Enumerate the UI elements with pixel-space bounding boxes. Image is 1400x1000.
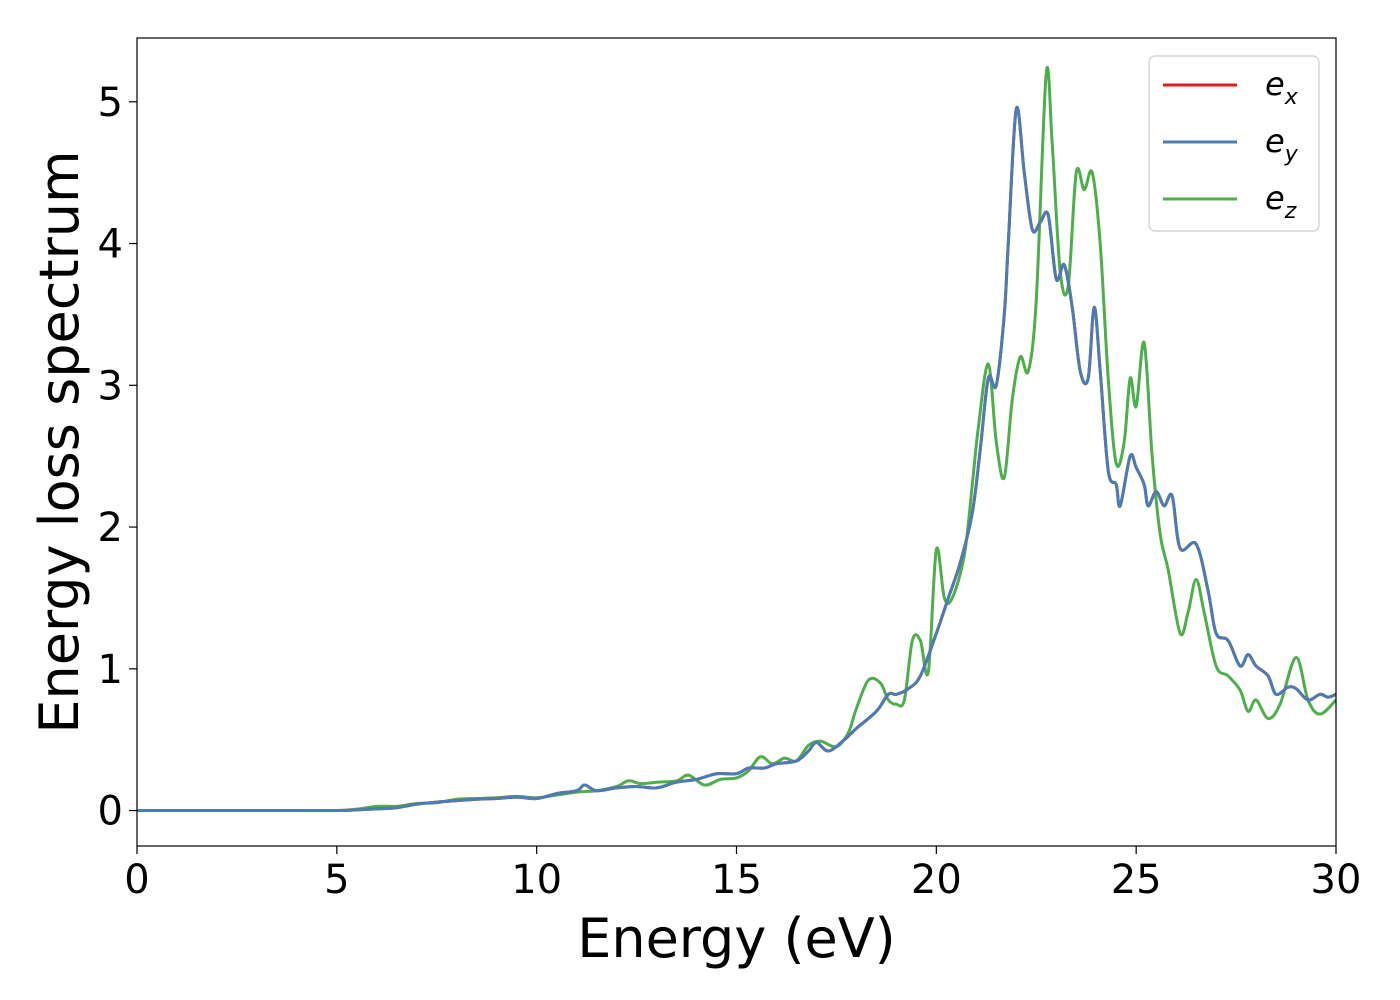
x-tick-label: 0 (124, 857, 149, 903)
x-tick-label: 30 (1311, 857, 1362, 903)
legend-entry: ey (1265, 122, 1299, 167)
y-tick-label: 0 (98, 789, 123, 835)
legend-entry: ez (1265, 179, 1297, 224)
y-axis: 0 1 2 3 4 5 (98, 80, 137, 835)
y-tick-label: 5 (98, 80, 123, 126)
y-tick-label: 3 (98, 363, 123, 409)
series-line-e-z (137, 65, 1336, 813)
x-tick-label: 20 (911, 857, 962, 903)
legend: ex ey ez (1148, 55, 1320, 232)
y-tick-label: 1 (98, 647, 123, 693)
x-axis: 0 5 10 15 20 25 30 (124, 846, 1361, 903)
series-layer (137, 65, 1336, 813)
y-tick-label: 4 (98, 222, 123, 268)
y-tick-label: 2 (98, 505, 123, 551)
x-tick-label: 10 (511, 857, 562, 903)
legend-entry: ex (1265, 65, 1299, 110)
x-axis-title: Energy (eV) (577, 907, 896, 970)
x-tick-label: 5 (324, 857, 349, 903)
y-axis-title: Energy loss spectrum (28, 150, 91, 733)
x-tick-label: 25 (1111, 857, 1162, 903)
x-tick-label: 15 (711, 857, 762, 903)
series-line-e-y (137, 105, 1336, 813)
